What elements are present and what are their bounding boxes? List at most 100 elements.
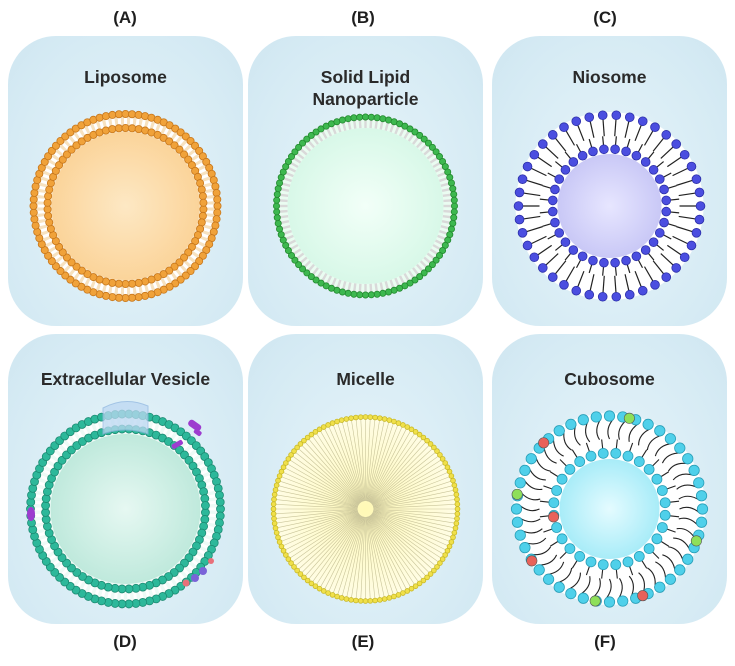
lipid-tail [280,214,289,219]
lipid-tail [432,243,441,251]
surfactant-tail [320,430,362,503]
surfactant-head [343,416,350,422]
lipid-tail [416,140,424,149]
outer-lipid-head [590,411,602,423]
accent-lipid-head [548,511,560,523]
inner-lipid-head [77,137,86,146]
lipid-tail [403,272,410,282]
lipid-tail [407,270,415,279]
lipid-tail [437,171,446,178]
lipid-tail [419,260,428,268]
outer-surfactant-head [671,263,682,273]
lipid-tail [443,209,452,213]
surfactant-head [450,534,456,541]
lipid-tail [307,263,315,272]
surfactant-tail [337,516,364,595]
surfactant-head [291,564,297,570]
outer-lipid-head [128,110,137,119]
surfactant-head [353,597,359,604]
membrane-protein [208,558,214,564]
surfactant-tail [545,253,559,266]
lipid-tail [321,272,328,282]
panel-title-sln-line-2: Nanoparticle [312,89,419,109]
lipid-tail [303,144,312,152]
surfactant-tail [285,512,359,551]
surfactant-head [372,597,378,604]
lipid-tail [316,133,324,142]
lipid-head [449,219,457,227]
lipid-head [416,273,424,281]
lipid-tail [394,277,400,286]
surfactant-head [320,588,327,594]
outer-lipid-head [577,592,589,604]
surfactant-tail [577,270,585,288]
surfactant-head [285,556,292,562]
surfactant-tail [530,235,547,245]
surfactant-tail [371,455,439,505]
outer-lipid-head [29,201,38,210]
surfactant-head [416,580,423,587]
aqueous-core [557,154,662,258]
outer-lipid-head [134,110,143,119]
surfactant-tail [312,436,362,503]
surfactant-tail [279,480,358,507]
inner-lipid-head [43,198,52,207]
surfactant-tail [366,419,376,502]
surfactant-head [272,487,279,493]
surfactant-head [348,415,354,421]
inner-lipid-head [165,137,174,146]
inner-lipid-head [651,473,663,485]
outer-lipid-head [682,553,694,565]
lipid-tail [442,214,451,219]
surfactant-tail [369,436,419,503]
surfactant-head [437,560,443,566]
surfactant-tail [373,489,454,508]
lipid-tail [326,275,333,284]
inner-lipid-head [128,279,137,288]
lipid-tail [374,283,378,292]
lipid-tail [379,121,384,130]
lipid-tail [384,281,389,290]
lipid-head [299,265,307,273]
lipid-head [450,208,458,216]
outer-surfactant-head [517,174,528,184]
lipid-tail [282,225,291,230]
surfactant-tail [285,467,359,506]
outer-surfactant-head [514,214,525,225]
surfactant-head [312,429,319,435]
outer-lipid-head [176,275,185,284]
lipid-head [350,290,358,298]
outer-surfactant-head [559,280,569,290]
lipid-head [274,185,282,193]
outer-surfactant-head [650,122,660,132]
panel-title-micelle: Micelle [336,369,395,389]
outer-lipid-head [617,595,629,607]
lipid-head [449,185,457,193]
inner-lipid-head [159,133,168,142]
lipid-tail [426,152,435,160]
surfactant-tail [371,452,436,505]
inner-lipid-head [62,253,71,262]
surfactant-tail [554,137,567,152]
lipid-head [450,196,458,204]
lipid-head [411,276,419,284]
accent-lipid-head [637,590,649,602]
lipid-tail [434,239,444,246]
lipid-head [273,214,281,222]
lipid-head [291,256,299,264]
outer-surfactant-head [694,214,705,225]
surfactant-head [270,511,277,517]
surfactant-tail [372,511,450,542]
outer-lipid-head [682,453,694,465]
inner-surfactant-head [648,165,659,175]
lipid-tail [429,157,438,164]
outer-lipid-head [30,215,39,224]
inner-lipid-head [108,125,117,134]
lipid-head [373,290,381,298]
lipid-head [295,261,303,269]
lipid-head [295,143,303,151]
surfactant-tail [289,459,359,505]
surfactant-head [270,506,277,512]
lipid-head [350,114,358,122]
surfactant-tail [371,513,439,563]
